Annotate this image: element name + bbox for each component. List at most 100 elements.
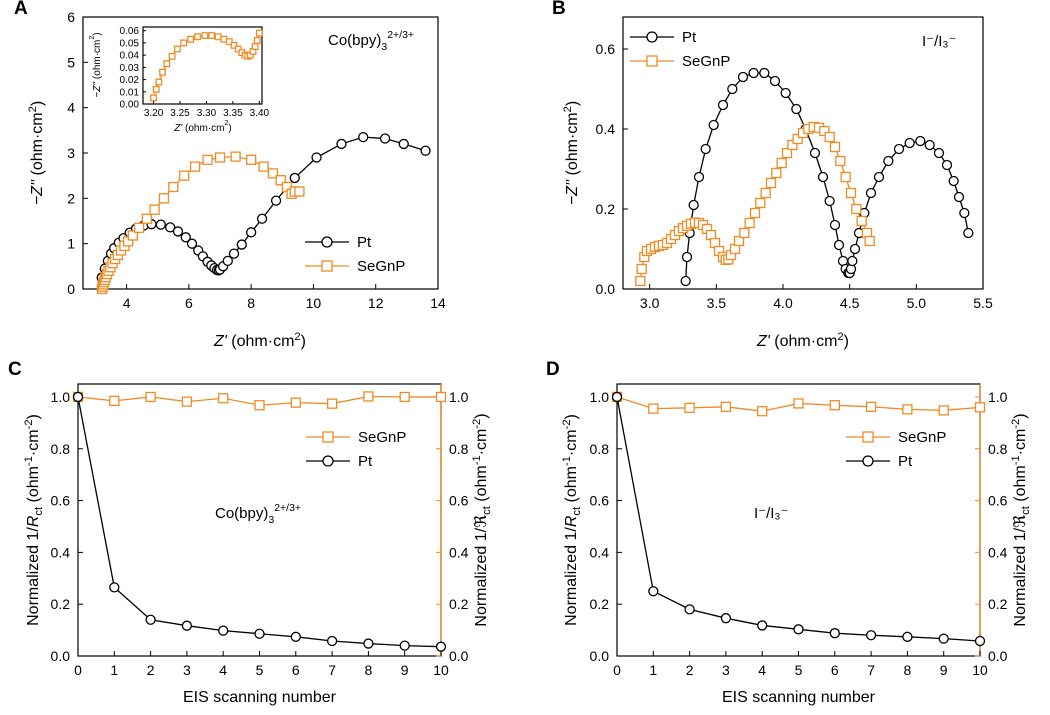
data-point-pt (938, 633, 949, 644)
panel-label-c: C (8, 359, 22, 380)
label-part: ·cm (473, 429, 490, 456)
data-point-pt (974, 635, 986, 647)
legend-segnp-marker (321, 260, 333, 272)
label-part: Co(bpy) (328, 32, 381, 49)
data-point-segnp (765, 177, 777, 189)
inset-frame (142, 26, 263, 105)
legend-segnp-label: SeGnP (898, 429, 946, 446)
data-point-segnp (733, 235, 745, 247)
inset-y-tick-label: 0.04 (120, 51, 140, 62)
data-point-segnp (168, 181, 179, 193)
data-point-pt (228, 248, 240, 259)
data-point-pt (959, 207, 970, 219)
data-point-pt (289, 172, 300, 184)
label-part: 2 (225, 120, 229, 127)
data-point-pt (180, 232, 191, 243)
label-part: ct (571, 506, 583, 516)
label-part: (ohm·cm (227, 333, 295, 350)
data-point-segnp (150, 94, 158, 102)
data-point-pt (256, 213, 268, 224)
data-point-pt (759, 67, 770, 79)
label-part: ct (1020, 505, 1032, 515)
data-point-pt (420, 145, 431, 156)
data-point-segnp (152, 85, 160, 93)
label-part: -1 (1010, 455, 1022, 465)
label-part: (ohm·cm (564, 112, 581, 180)
data-point-segnp (230, 41, 238, 49)
x-tick-label: 6 (292, 662, 300, 678)
label-part: Co(bpy) (215, 505, 268, 522)
data-point-segnp (214, 152, 226, 163)
data-point-pt (435, 641, 447, 652)
y-tick-label-left: 0.0 (51, 648, 71, 664)
data-point-segnp (168, 52, 176, 60)
x-tick-label: 5 (256, 662, 264, 678)
y-axis-label-left: Normalized 1/Rct (ohm-1·cm-2) (23, 414, 45, 626)
data-point-pt (780, 87, 791, 99)
inset-x-tick-label: 3.35 (223, 108, 243, 119)
label-part: -2 (1010, 419, 1022, 429)
data-point-pt (379, 133, 391, 144)
label-part: ) (1012, 413, 1029, 418)
data-point-pt (829, 628, 840, 639)
data-point-segnp (145, 391, 156, 403)
data-point-pt (399, 640, 410, 651)
y-tick-label-right: 0.2 (449, 596, 469, 612)
data-point-pt (681, 251, 693, 263)
label-part: −Z'' (92, 81, 103, 98)
data-point-pt (311, 152, 322, 163)
legend-segnp-label: SeGnP (357, 258, 405, 275)
x-tick-label: 14 (430, 295, 446, 311)
legend-pt-label: Pt (357, 234, 372, 251)
x-axis-label: EIS scanning number (183, 689, 337, 706)
label-part: ct (481, 505, 493, 515)
x-tick-label: 4 (758, 662, 766, 678)
label-part: Normalized 1/ (563, 527, 580, 626)
data-point-pt (924, 139, 935, 151)
data-point-segnp (739, 227, 750, 239)
data-point-segnp (255, 29, 263, 37)
label-part: 2 (89, 36, 96, 40)
y-tick-label-right: 0.0 (449, 648, 469, 664)
x-tick-label: 4 (123, 295, 131, 311)
label-part: R (25, 515, 42, 527)
x-tick-label: 3.5 (707, 295, 727, 311)
label-part: (ohm (25, 466, 42, 507)
label-part: 2+/3+ (274, 502, 301, 514)
data-point-pt (326, 635, 338, 647)
x-tick-label: 2 (686, 662, 694, 678)
data-point-segnp (840, 171, 851, 183)
y-tick-label-right: 0.6 (988, 493, 1008, 509)
x-tick-label: 8 (365, 662, 373, 678)
x-axis-label: Z' (ohm·cm2) (213, 331, 306, 350)
data-point-segnp (201, 32, 209, 40)
y-tick-label-left: 0.4 (51, 544, 71, 560)
y-tick-label: 0.2 (596, 201, 616, 217)
inset-y-tick-label: 0.00 (120, 100, 140, 111)
data-point-pt (953, 191, 965, 203)
inset-y-tick-label: 0.01 (120, 87, 140, 98)
x-tick-label: 0 (74, 662, 82, 678)
legend-segnp-marker (862, 431, 874, 443)
data-point-pt (829, 219, 841, 231)
data-point-segnp (202, 154, 213, 165)
label-part: (ohm·cm (92, 40, 103, 82)
data-point-pt (963, 227, 974, 239)
data-point-segnp (776, 157, 787, 169)
label-part: Z' (756, 333, 771, 350)
data-point-pt (769, 75, 781, 87)
x-tick-label: 5.0 (907, 295, 927, 311)
x-tick-label: 7 (867, 662, 875, 678)
data-point-segnp (399, 391, 410, 403)
y-tick-label: 0.4 (596, 121, 616, 137)
label-part: (ohm·cm (29, 112, 46, 180)
legend-pt-marker (646, 31, 658, 43)
data-point-segnp (829, 141, 841, 153)
data-point-segnp (635, 275, 646, 287)
data-point-segnp (254, 400, 265, 411)
x-tick-label: 4 (219, 662, 227, 678)
x-tick-label: 12 (368, 295, 384, 311)
data-point-pt (902, 631, 913, 642)
data-point-segnp (180, 39, 188, 47)
y-tick-label-left: 0.0 (590, 648, 610, 664)
